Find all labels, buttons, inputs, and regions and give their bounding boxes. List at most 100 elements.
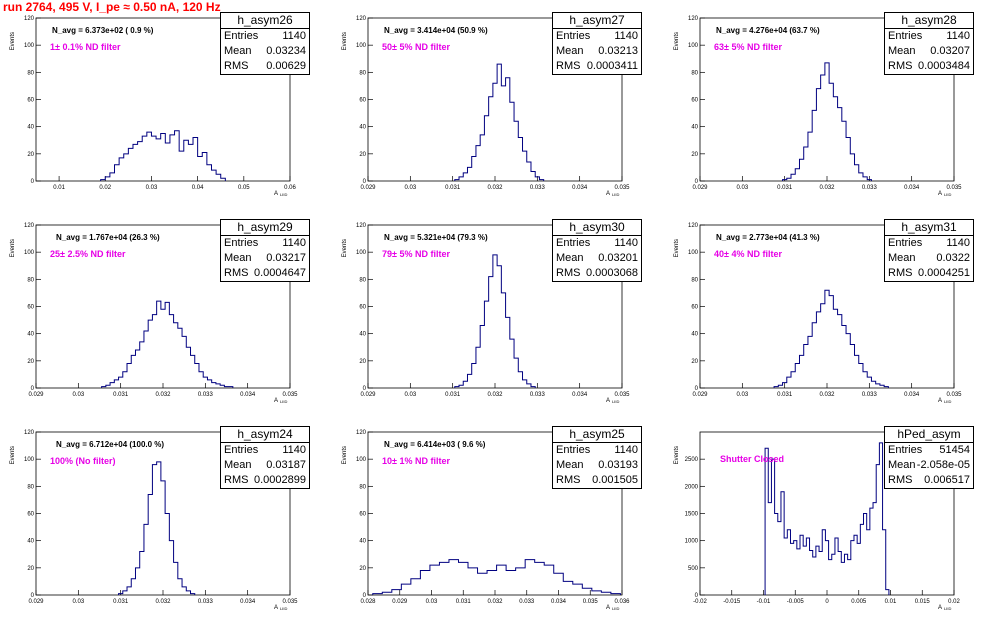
y-tick-label: 60 <box>691 305 698 311</box>
x-tick-label: 0 <box>825 599 829 605</box>
histogram-bin <box>487 571 497 595</box>
y-axis-label: Events <box>342 32 348 50</box>
x-tick-label: 0.032 <box>155 599 171 605</box>
histogram-bin <box>439 562 449 595</box>
histogram-bin <box>182 336 186 388</box>
stats-box: h_asym26 Entries 1140 Mean 0.03234 RMS 0.00629 <box>220 12 310 75</box>
stat-value: 0.03207 <box>930 45 970 57</box>
histogram-bin <box>478 573 488 595</box>
stat-value: 1140 <box>614 30 638 42</box>
stat-label: RMS <box>224 267 249 279</box>
stat-row-entries: Entries 1140 <box>553 29 641 44</box>
y-tick-label: 0 <box>695 386 699 392</box>
y-tick-label: 100 <box>356 43 367 49</box>
x-axis-label: A <box>274 398 278 404</box>
navg-label: N_avg = 4.276e+04 (63.7 %) <box>716 26 820 35</box>
x-axis-label: A <box>938 191 942 197</box>
histogram-bin <box>855 355 859 388</box>
histogram-name: h_asym24 <box>221 427 309 443</box>
x-tick-label: 0.03 <box>426 599 438 605</box>
x-tick-label: 0.034 <box>572 392 588 398</box>
stat-row-mean: Mean 0.03234 <box>221 44 309 59</box>
histogram-bin <box>458 562 468 595</box>
histogram-bin <box>489 97 493 181</box>
x-tick-label: 0.01 <box>53 185 65 191</box>
stat-label: Entries <box>556 444 591 456</box>
histogram-bin <box>506 78 510 181</box>
x-tick-label: 0.031 <box>456 599 472 605</box>
histogram-bin <box>207 380 211 388</box>
histogram-bin <box>497 64 501 181</box>
y-axis-label: Events <box>674 32 680 50</box>
histogram-bin <box>506 317 510 388</box>
histogram-outline <box>101 300 234 388</box>
y-tick-label: 60 <box>359 98 366 104</box>
x-axis-label-subscript: LIID <box>944 399 951 404</box>
histogram-bin <box>169 315 173 388</box>
histogram-bin <box>110 383 114 388</box>
histogram-outline <box>764 442 890 595</box>
histogram-bin <box>156 139 161 181</box>
histogram-bin <box>463 381 467 388</box>
histogram-bin <box>142 136 147 181</box>
filter-label: 1± 0.1% ND filter <box>50 42 121 52</box>
histogram-bin <box>147 132 152 181</box>
histogram-bin <box>152 465 156 595</box>
filter-label: 79± 5% ND filter <box>382 249 450 259</box>
histogram-bin <box>144 524 148 595</box>
histogram-bin <box>523 380 527 388</box>
histogram-bin <box>846 138 850 181</box>
histogram-name: h_asym27 <box>553 13 641 29</box>
stat-row-entries: Entries 1140 <box>221 443 309 458</box>
histogram-bin <box>804 147 808 181</box>
y-tick-label: 20 <box>27 566 34 572</box>
x-tick-label: 0.033 <box>198 392 214 398</box>
stat-value: 1140 <box>946 237 970 249</box>
x-tick-label: 0.03 <box>736 185 748 191</box>
stat-value: 1140 <box>946 30 970 42</box>
y-tick-label: 60 <box>27 305 34 311</box>
x-tick-label: 0.035 <box>946 392 962 398</box>
histogram-bin <box>199 372 203 388</box>
x-axis-label: A <box>606 191 610 197</box>
stat-row-rms: RMS 0.0003068 <box>553 266 641 281</box>
histogram-bin <box>838 315 842 388</box>
histogram-plot: 0 20 40 60 80 100 120 0.029 0.03 0.031 0.032 0.033 0… <box>10 223 298 404</box>
x-tick-label: 0.035 <box>946 185 962 191</box>
x-tick-label: 0.02 <box>948 599 960 605</box>
navg-label: N_avg = 6.414e+03 ( 9.6 %) <box>384 440 486 449</box>
y-axis-label: Events <box>674 446 680 464</box>
y-tick-label: 1000 <box>685 539 699 545</box>
stat-value: 0.0002899 <box>254 474 306 486</box>
histogram-bin <box>523 151 527 181</box>
histogram-bin <box>531 171 535 181</box>
histogram-bin <box>202 152 207 181</box>
x-axis-label-subscript: LIID <box>280 606 287 611</box>
y-tick-label: 20 <box>27 359 34 365</box>
x-tick-label: 0.036 <box>614 599 630 605</box>
x-tick-label: 0.035 <box>614 392 630 398</box>
x-axis-label-subscript: LIID <box>612 192 619 197</box>
y-tick-label: 120 <box>24 223 35 229</box>
histogram-bin <box>212 383 216 388</box>
stat-row-mean: Mean 0.03207 <box>885 44 973 59</box>
x-tick-label: 0.031 <box>445 185 461 191</box>
y-tick-label: 100 <box>24 43 35 49</box>
x-tick-label: 0.015 <box>915 599 931 605</box>
histogram-bin <box>127 587 131 595</box>
y-tick-label: 20 <box>359 359 366 365</box>
y-tick-label: 120 <box>24 430 35 436</box>
histogram-bin <box>175 131 180 181</box>
stat-label: Entries <box>888 30 923 42</box>
histogram-bin <box>138 142 143 181</box>
histogram-plot: 0 20 40 60 80 100 120 0.029 0.03 0.031 0.032 0.033 0… <box>342 223 630 404</box>
x-axis-label-subscript: LIID <box>944 606 951 611</box>
stat-value: 0.0004251 <box>918 267 970 279</box>
histogram-name: h_asym26 <box>221 13 309 29</box>
stat-value: 1140 <box>282 444 306 456</box>
x-tick-label: 0.031 <box>113 599 129 605</box>
histogram-bin <box>161 481 165 595</box>
histogram-bin <box>527 162 531 181</box>
histogram-bin <box>184 140 189 181</box>
histogram-name: h_asym31 <box>885 220 973 236</box>
